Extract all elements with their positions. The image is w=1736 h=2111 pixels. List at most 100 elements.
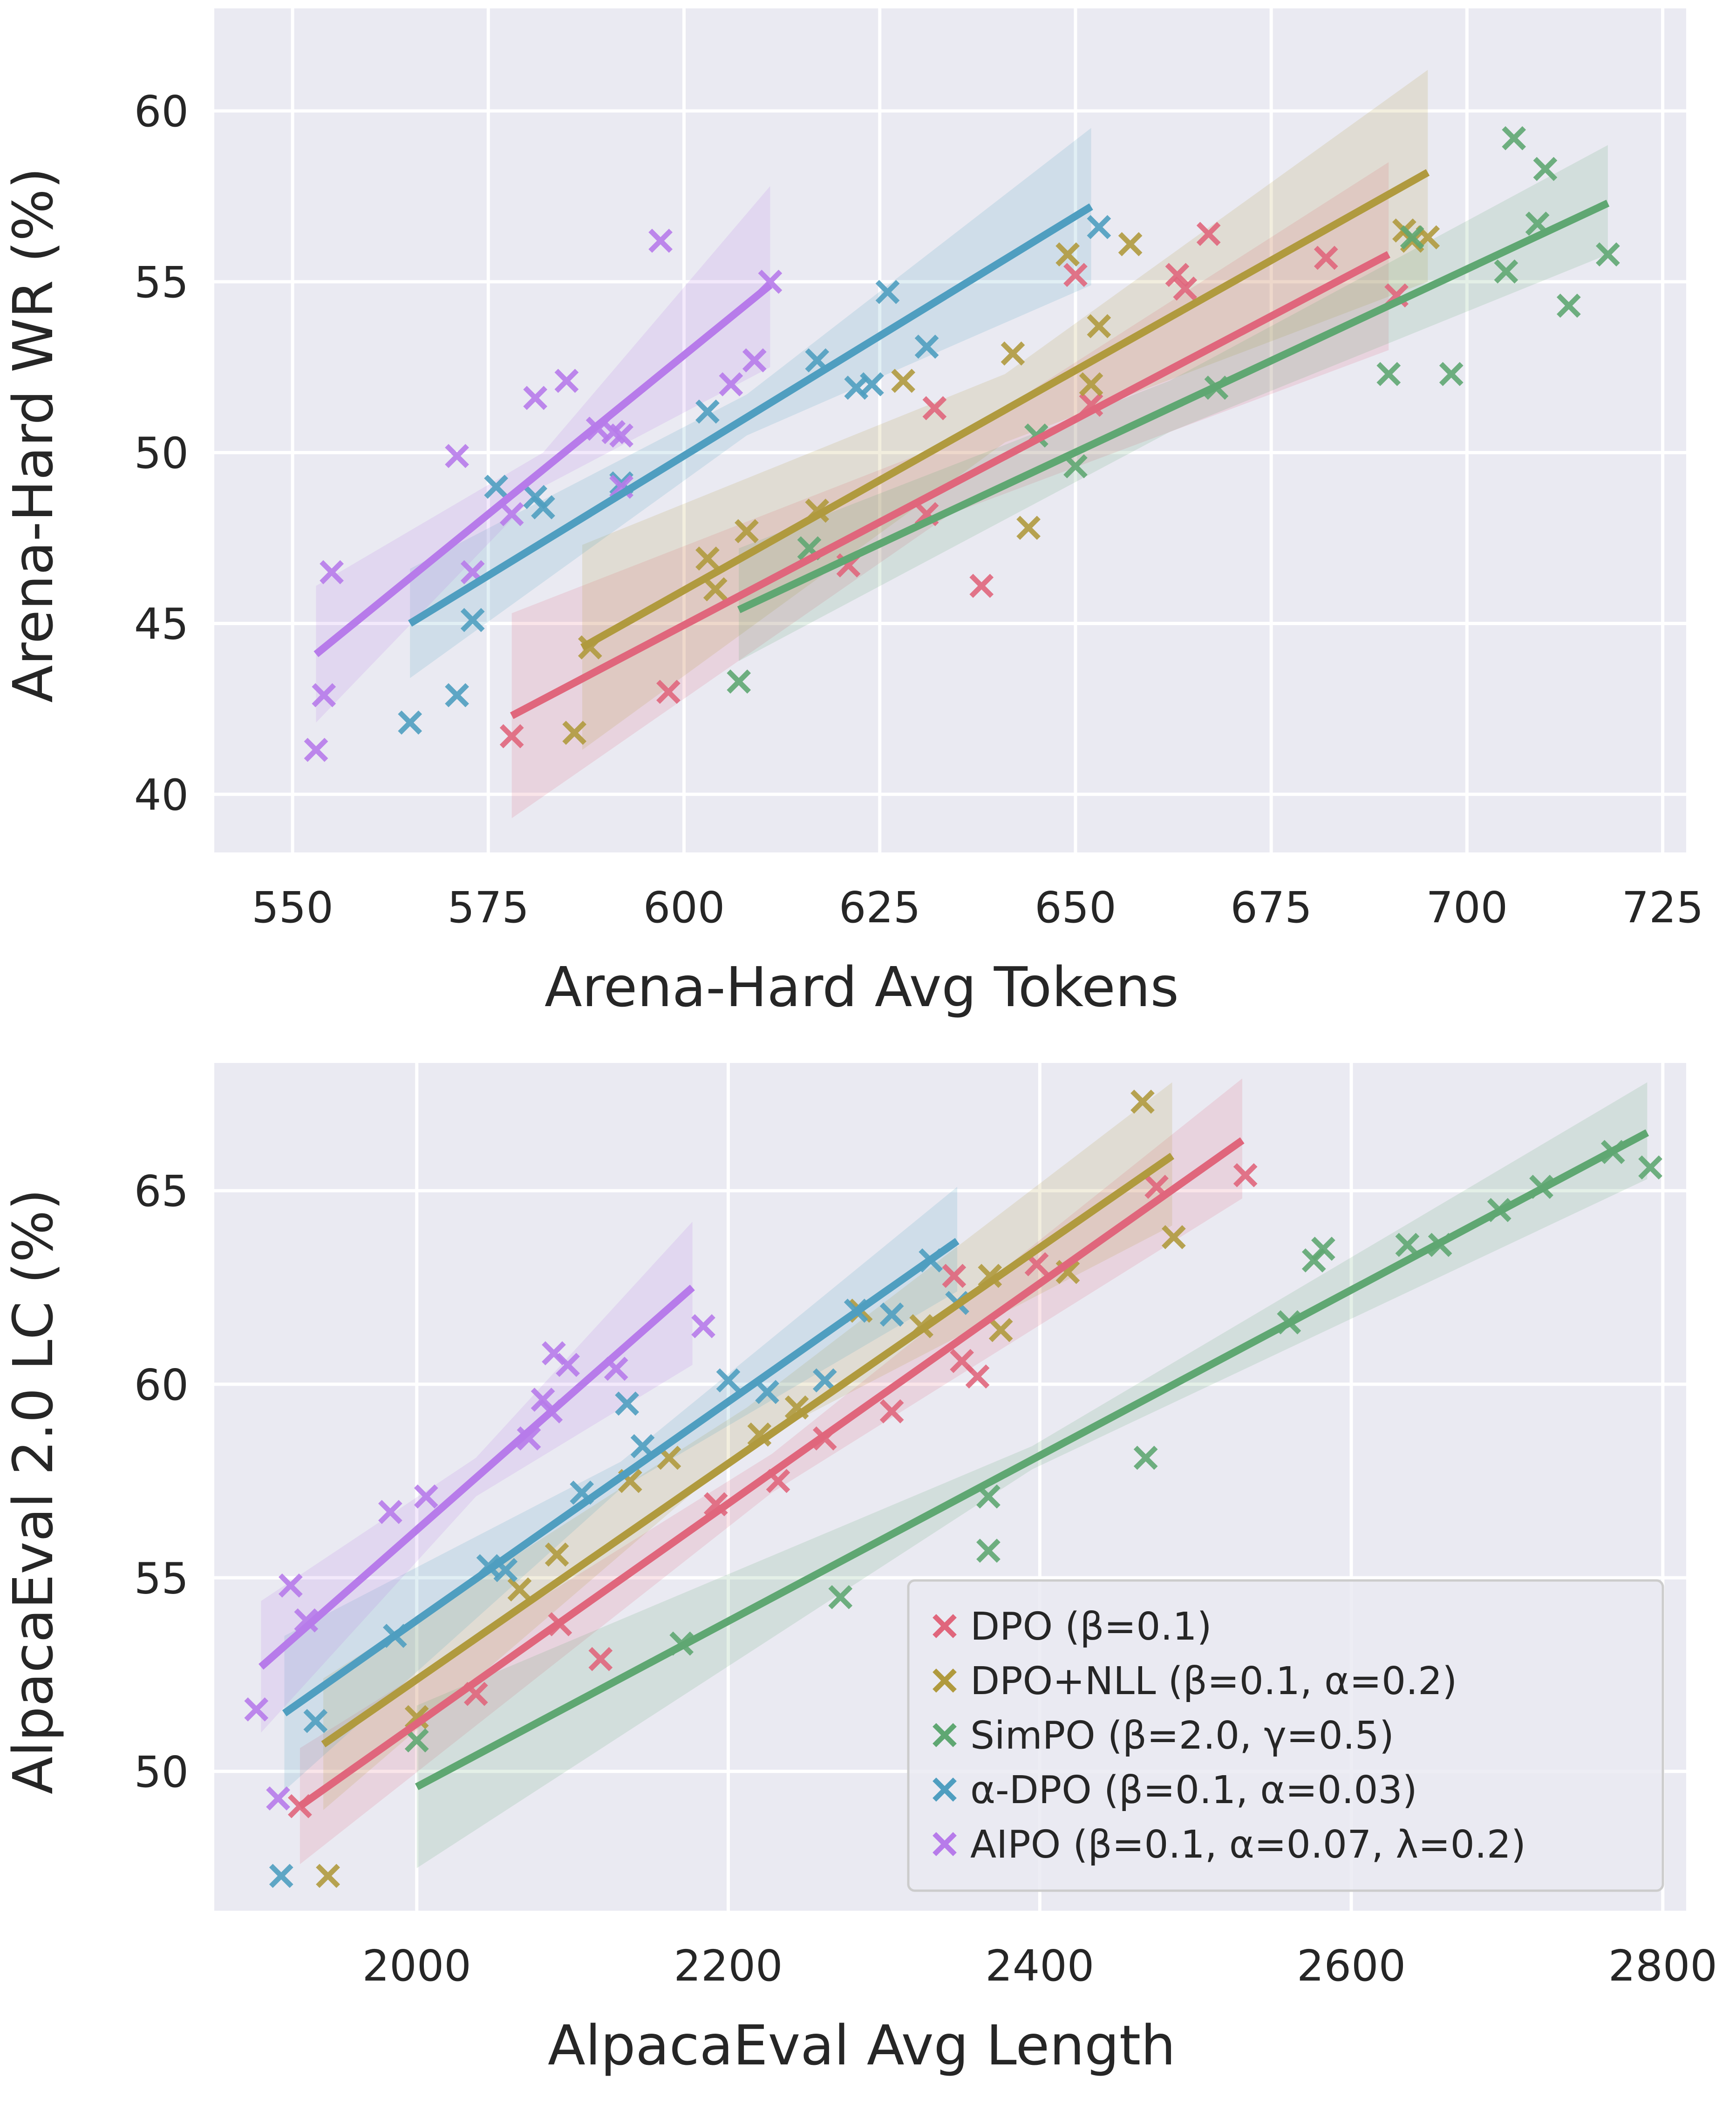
data-point-dpo: [942, 1264, 967, 1288]
data-point-simpo: [1556, 293, 1581, 318]
data-point-dpo: [879, 1399, 904, 1423]
regression-line-simpo: [415, 1129, 1649, 1791]
chart-alpacaeval: 2000 2200 2400 2600 2800 50 55 60 65 AlpacaEval A…: [1, 1063, 1717, 2077]
data-point-aipo: [609, 423, 633, 448]
data-point-simpo: [1502, 126, 1526, 150]
data-point-dpo: [969, 573, 994, 598]
data-point-simpo: [1395, 1233, 1420, 1257]
regression-line-dpo: [298, 1137, 1245, 1810]
data-point-simpo: [1439, 362, 1464, 386]
data-point-adpo: [695, 399, 720, 424]
regression-line-dpo: [510, 251, 1391, 719]
data-point-simpo: [1494, 259, 1518, 284]
data-point-dpo: [1063, 263, 1088, 287]
data-point-adpo: [875, 280, 900, 304]
y-tick-label: 40: [134, 770, 189, 820]
data-point-dponll: [507, 1577, 532, 1602]
confidence-band-dponll: [323, 1082, 1172, 1810]
data-point-dpo: [499, 724, 524, 749]
data-point-aipo: [648, 228, 673, 253]
regression-line-simpo: [737, 199, 1610, 613]
data-point-aipo: [531, 1388, 555, 1412]
data-point-simpo: [1400, 225, 1424, 250]
y-tick-label: 55: [134, 258, 189, 307]
data-point-adpo: [1087, 215, 1111, 239]
regression-line-aipo: [259, 1285, 695, 1670]
data-point-aipo: [294, 1608, 319, 1633]
data-point-dpo: [965, 1364, 990, 1389]
x-tick-label: 650: [1035, 883, 1116, 933]
data-point-adpo: [879, 1302, 904, 1327]
x-axis-label: AlpacaEval Avg Length: [548, 2013, 1176, 2077]
data-point-simpo: [404, 1728, 429, 1753]
data-point-aipo: [691, 1314, 715, 1338]
data-point-adpo: [398, 710, 422, 735]
data-point-dponll: [1001, 341, 1025, 366]
data-point-adpo: [445, 683, 469, 708]
confidence-band-simpo: [416, 1082, 1647, 1868]
legend-marker-dpo: [933, 1614, 957, 1638]
data-point-aipo: [742, 348, 767, 373]
confidence-band-dpo: [511, 162, 1389, 818]
data-point-dponll: [735, 519, 759, 544]
data-point-adpo: [484, 475, 508, 499]
data-point-dpo: [1173, 276, 1198, 301]
x-tick-label: 2000: [362, 1941, 471, 1991]
data-point-adpo: [531, 495, 555, 519]
data-point-dpo: [1314, 245, 1338, 270]
y-tick-label: 50: [134, 429, 189, 478]
x-tick-label: 700: [1426, 883, 1508, 933]
data-point-aipo: [312, 683, 336, 708]
data-point-adpo: [755, 1380, 779, 1404]
data-point-dponll: [703, 577, 728, 602]
data-point-adpo: [303, 1709, 328, 1733]
x-tick-label: 2200: [674, 1941, 783, 1991]
legend-label-dponll: DPO+NLL (β=0.1, α=0.2): [970, 1659, 1457, 1703]
data-point-aipo: [523, 386, 548, 410]
data-point-dponll: [695, 546, 720, 571]
x-axis-label: Arena-Hard Avg Tokens: [545, 955, 1179, 1019]
x-tick-label: 575: [447, 883, 529, 933]
data-point-dpo: [656, 680, 681, 704]
x-tick-label: 2600: [1297, 1941, 1406, 1991]
data-point-aipo: [719, 372, 743, 396]
y-tick-label: 65: [134, 1166, 189, 1216]
data-point-dponll: [1118, 232, 1143, 257]
x-tick-label: 600: [643, 883, 725, 933]
legend-marker-aipo: [933, 1832, 957, 1856]
data-point-dponll: [891, 368, 916, 393]
data-point-dpo: [1165, 263, 1190, 287]
x-tick-label: 675: [1230, 883, 1312, 933]
data-point-simpo: [828, 1585, 853, 1609]
data-point-aipo: [445, 444, 469, 468]
data-point-dpo: [588, 1647, 613, 1671]
data-point-simpo: [1638, 1155, 1662, 1180]
data-point-dponll: [316, 1864, 340, 1888]
data-point-dponll: [1079, 372, 1103, 396]
data-point-dponll: [545, 1542, 569, 1567]
confidence-band-adpo: [410, 128, 1091, 678]
data-point-dponll: [1087, 314, 1111, 339]
data-point-dpo: [1233, 1163, 1258, 1187]
data-point-adpo: [860, 372, 884, 396]
legend-label-adpo: α-DPO (β=0.1, α=0.03): [970, 1768, 1417, 1812]
data-point-simpo: [1311, 1237, 1335, 1261]
x-tick-label: 725: [1622, 883, 1704, 933]
data-point-adpo: [460, 608, 485, 633]
data-point-dponll: [562, 721, 587, 745]
data-point-dponll: [988, 1318, 1013, 1342]
data-point-dponll: [1161, 1225, 1186, 1249]
confidence-band-aipo: [316, 186, 770, 723]
data-point-simpo: [1533, 157, 1558, 181]
legend-label-simpo: SimPO (β=2.0, γ=0.5): [970, 1714, 1394, 1758]
data-point-aipo: [378, 1500, 402, 1524]
data-point-simpo: [727, 669, 751, 694]
data-point-simpo: [1376, 362, 1401, 386]
plot-background: [214, 8, 1686, 852]
data-point-aipo: [554, 368, 579, 393]
x-tick-label: 550: [252, 883, 334, 933]
data-point-aipo: [304, 738, 328, 762]
y-tick-label: 60: [134, 87, 189, 136]
